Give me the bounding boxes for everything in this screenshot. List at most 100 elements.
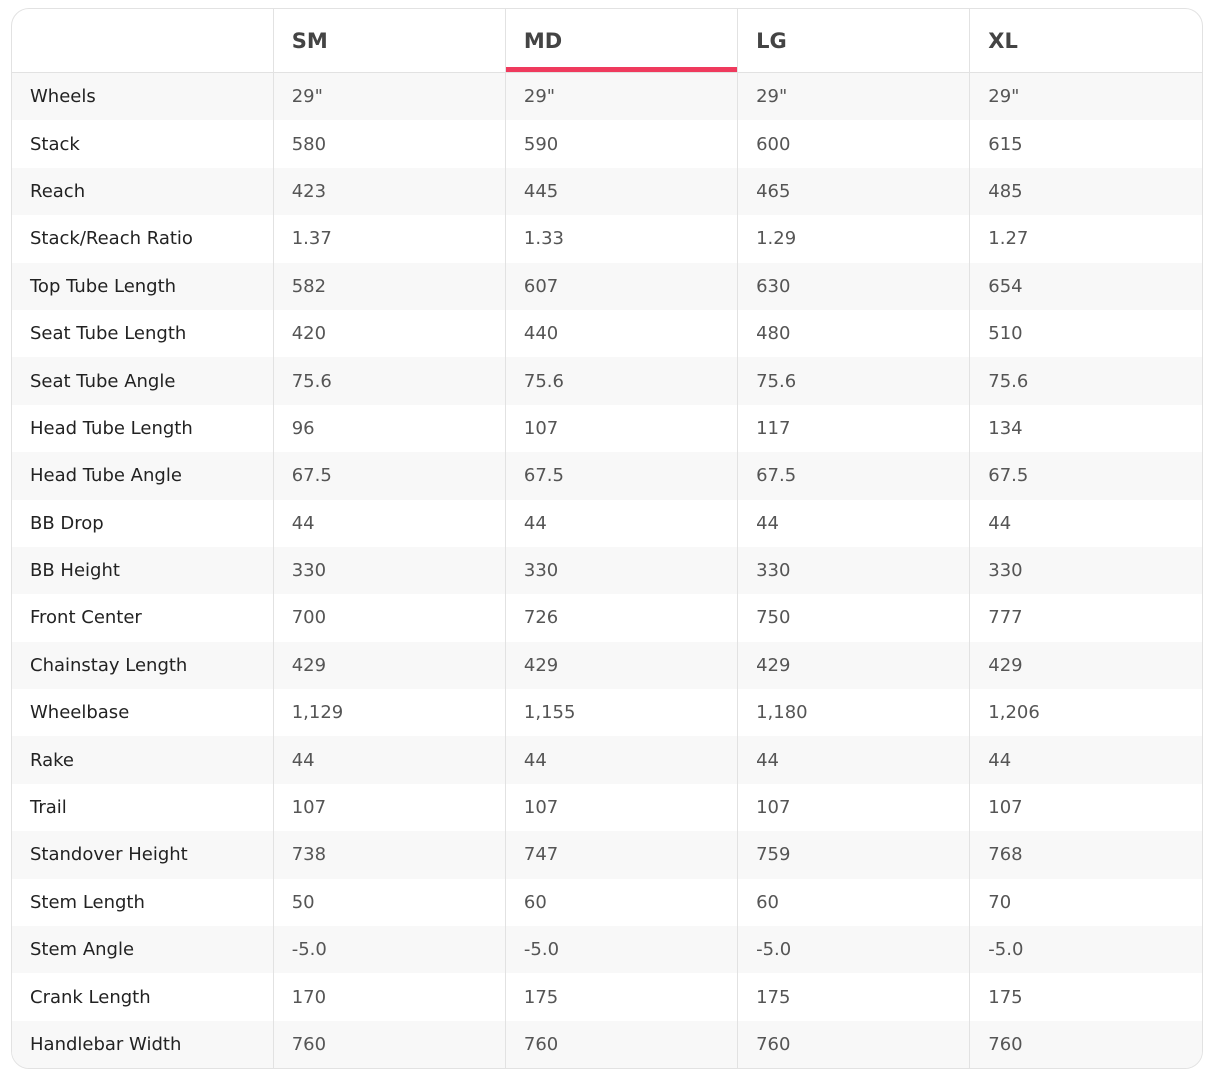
size-tab-md[interactable]: MD: [504, 9, 738, 73]
table-row: Front Center 700 726 750 777: [12, 594, 1202, 642]
cell-xl: 107: [969, 783, 1202, 832]
table-row: Stack/Reach Ratio 1.37 1.33 1.29 1.27: [12, 215, 1202, 263]
row-label: BB Drop: [30, 512, 104, 534]
cell-lg: 1.29: [737, 215, 970, 263]
cell-lg: 759: [737, 831, 970, 879]
size-tab-lg[interactable]: LG: [737, 9, 970, 73]
table-row: Trail 107 107 107 107: [12, 783, 1202, 832]
cell-xl: 330: [969, 546, 1202, 595]
cell-lg: 465: [737, 167, 970, 216]
cell-xl: 1,206: [969, 689, 1202, 737]
cell-lg: 429: [737, 641, 970, 690]
row-label: Front Center: [30, 607, 142, 629]
cell-md: 107: [504, 404, 738, 453]
cell-sm: 1.37: [272, 215, 506, 263]
table-row: Seat Tube Angle 75.6 75.6 75.6 75.6: [12, 357, 1202, 405]
table-row: Wheels 29" 29" 29" 29": [12, 72, 1202, 121]
cell-xl: 429: [969, 641, 1202, 690]
cell-lg: 600: [737, 120, 970, 168]
table-row: BB Height 330 330 330 330: [12, 546, 1202, 595]
cell-lg: 480: [737, 309, 970, 358]
cell-sm: 700: [272, 594, 506, 642]
cell-lg: 60: [737, 878, 970, 927]
cell-md: 175: [504, 973, 738, 1021]
cell-xl: 1.27: [969, 215, 1202, 263]
table-row: Wheelbase 1,129 1,155 1,180 1,206: [12, 689, 1202, 737]
row-label: Stem Length: [30, 891, 145, 913]
cell-xl: 134: [969, 404, 1202, 453]
cell-sm: 330: [272, 546, 506, 595]
table-row: Crank Length 170 175 175 175: [12, 973, 1202, 1021]
cell-md: 67.5: [504, 452, 738, 500]
cell-sm: 50: [272, 878, 506, 927]
table-row: BB Drop 44 44 44 44: [12, 499, 1202, 547]
cell-sm: 429: [272, 641, 506, 690]
row-label: Top Tube Length: [12, 262, 274, 310]
cell-xl: 175: [969, 973, 1202, 1021]
row-label: Crank Length: [30, 986, 151, 1008]
table-row: Head Tube Angle 67.5 67.5 67.5 67.5: [12, 452, 1202, 500]
cell-sm: 760: [272, 1020, 506, 1068]
cell-lg: 630: [737, 262, 970, 310]
cell-md: 60: [504, 878, 738, 927]
table-row: Top Tube Length 582 607 630 654: [12, 262, 1202, 310]
row-label: Stack/Reach Ratio: [30, 228, 193, 250]
cell-lg: 175: [737, 973, 970, 1021]
table-row: Reach 423 445 465 485: [12, 167, 1202, 216]
cell-xl: 615: [969, 120, 1202, 168]
row-label: Trail: [30, 797, 67, 819]
row-label: Head Tube Length: [30, 417, 193, 439]
cell-sm: 1,129: [272, 689, 506, 737]
cell-md: 29": [504, 72, 738, 121]
cell-md: 1,155: [504, 689, 738, 737]
cell-lg: 67.5: [737, 452, 970, 500]
row-label: Stack: [30, 133, 80, 155]
cell-sm: 96: [272, 404, 506, 453]
row-label: Reach: [12, 167, 274, 216]
header-empty-cell: [12, 9, 274, 73]
cell-lg: 750: [737, 594, 970, 642]
cell-md: 726: [504, 594, 738, 642]
cell-xl: 44: [969, 499, 1202, 547]
table-row: Handlebar Width 760 760 760 760: [12, 1020, 1202, 1068]
cell-xl: 67.5: [969, 452, 1202, 500]
cell-sm: 29": [272, 72, 506, 121]
cell-md: 107: [504, 783, 738, 832]
cell-xl: 654: [969, 262, 1202, 310]
table-row: Rake 44 44 44 44: [12, 736, 1202, 784]
row-label: Seat Tube Length: [30, 323, 187, 345]
row-label: Standover Height: [12, 831, 274, 879]
cell-sm: 75.6: [272, 357, 506, 405]
cell-md: 330: [504, 546, 738, 595]
row-label: BB Height: [12, 546, 274, 595]
row-label: Rake: [12, 736, 274, 784]
cell-md: 44: [504, 499, 738, 547]
table-row: Stem Angle -5.0 -5.0 -5.0 -5.0: [12, 926, 1202, 974]
row-label: Head Tube Angle: [12, 452, 274, 500]
cell-xl: 510: [969, 309, 1202, 358]
cell-sm: 420: [272, 309, 506, 358]
cell-md: 429: [504, 641, 738, 690]
cell-sm: 423: [272, 167, 506, 216]
cell-xl: 485: [969, 167, 1202, 216]
cell-sm: 44: [272, 499, 506, 547]
cell-md: 445: [504, 167, 738, 216]
cell-sm: -5.0: [272, 926, 506, 974]
cell-lg: 75.6: [737, 357, 970, 405]
cell-xl: 29": [969, 72, 1202, 121]
table-row: Standover Height 738 747 759 768: [12, 831, 1202, 879]
cell-md: 590: [504, 120, 738, 168]
cell-lg: 29": [737, 72, 970, 121]
size-tab-xl[interactable]: XL: [969, 9, 1202, 73]
cell-sm: 738: [272, 831, 506, 879]
geometry-table-card: SM MD LG XL Wheels 29" 29" 29" 29" Stack 580 590 60…: [11, 8, 1203, 1069]
cell-sm: 582: [272, 262, 506, 310]
cell-sm: 67.5: [272, 452, 506, 500]
size-tab-sm[interactable]: SM: [272, 9, 506, 73]
cell-md: 760: [504, 1020, 738, 1068]
table-row: Stem Length 50 60 60 70: [12, 878, 1202, 927]
cell-sm: 580: [272, 120, 506, 168]
table-header-row: SM MD LG XL: [12, 9, 1202, 73]
cell-lg: -5.0: [737, 926, 970, 974]
cell-xl: -5.0: [969, 926, 1202, 974]
